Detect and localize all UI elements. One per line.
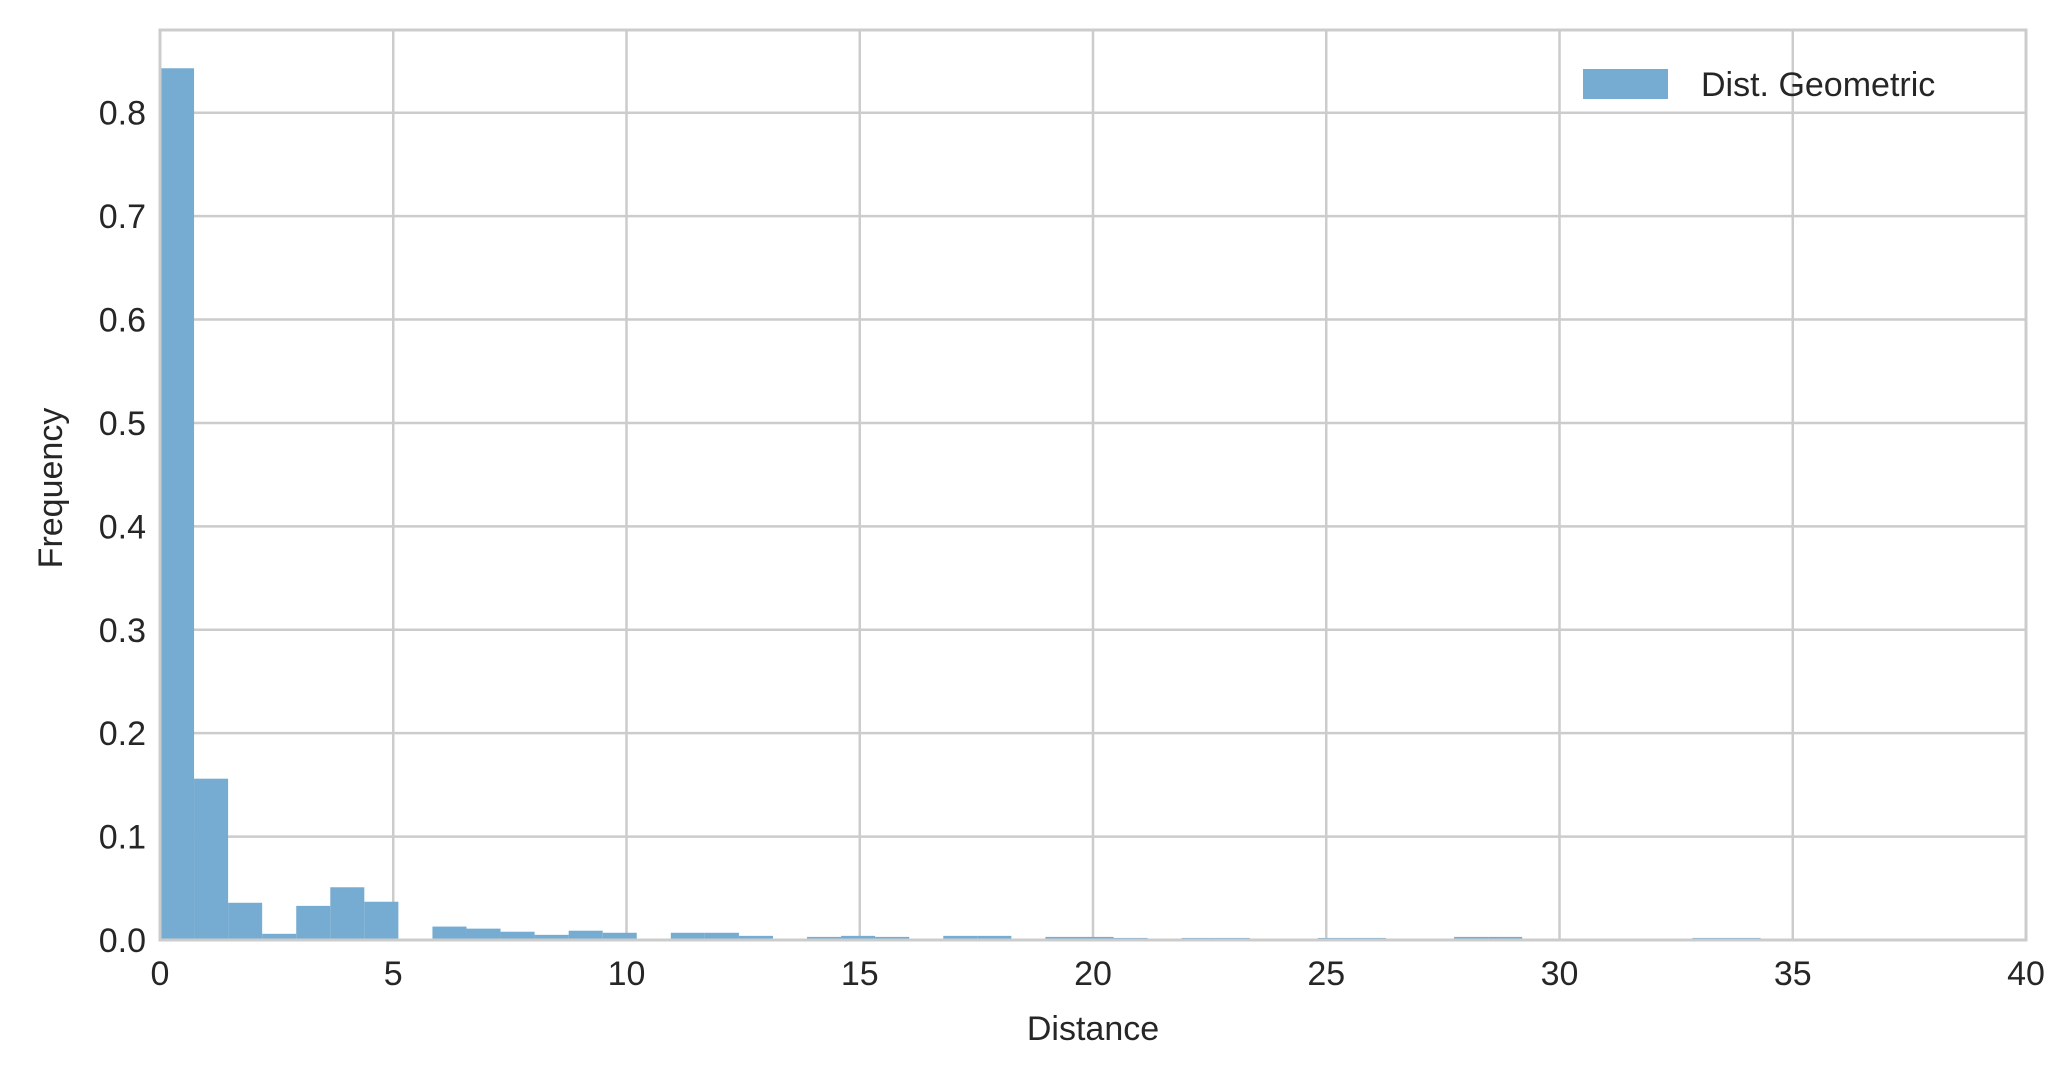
histogram-bars [160,68,1761,941]
histogram-bar [500,931,535,940]
legend: Dist. Geometric [1583,66,1935,104]
y-tick-label: 0.4 [99,508,146,546]
histogram-bar [534,934,569,940]
histogram-bar [1045,936,1080,940]
histogram-bar [1454,936,1489,940]
histogram-bar [807,936,842,940]
x-tick-label: 30 [1541,955,1579,993]
histogram-bar [296,905,331,940]
y-tick-label: 0.6 [99,302,146,340]
histogram-bar [466,928,501,940]
histogram-bar [432,926,467,940]
plot-frame [158,28,2028,942]
y-tick-label: 0.1 [99,819,146,857]
histogram-bar [228,902,263,940]
histogram-bar [568,930,603,940]
histogram-bar [364,901,399,940]
x-axis-label: Distance [1027,1010,1159,1048]
histogram-bar [704,932,739,940]
histogram-bar [943,935,978,940]
x-tick-label: 40 [2007,955,2045,993]
x-tick-label: 20 [1074,955,1112,993]
histogram-bar [160,68,195,941]
y-tick-label: 0.0 [99,922,146,960]
histogram-bar [977,935,1012,940]
y-tick-label: 0.5 [99,405,146,443]
histogram-bar [670,932,705,940]
histogram-bar [602,932,637,940]
histogram-bar [1079,936,1114,940]
x-tick-label: 25 [1307,955,1345,993]
y-tick-label: 0.3 [99,612,146,650]
x-tick-label: 35 [1774,955,1812,993]
y-tick-label: 0.8 [99,95,146,133]
histogram-bar [194,778,229,940]
y-tick-label: 0.7 [99,198,146,236]
histogram-bar [262,933,297,940]
x-tick-label: 0 [151,955,170,993]
legend-swatch [1583,69,1668,99]
histogram-bar [330,887,365,940]
histogram-bar [738,935,773,940]
x-tick-label: 5 [384,955,403,993]
y-axis-label: Frequency [32,408,70,569]
histogram-bar [841,935,876,940]
x-tick-labels: 0 5 10 15 20 25 30 35 40 [151,955,2045,993]
y-tick-labels: 0.0 0.1 0.2 0.3 0.4 0.5 0.6 0.7 0.8 [99,95,146,960]
legend-label: Dist. Geometric [1701,66,1935,104]
histogram-bar [875,936,910,940]
histogram-bar [1488,936,1523,940]
x-tick-label: 10 [608,955,646,993]
y-tick-label: 0.2 [99,715,146,753]
x-tick-label: 15 [841,955,879,993]
